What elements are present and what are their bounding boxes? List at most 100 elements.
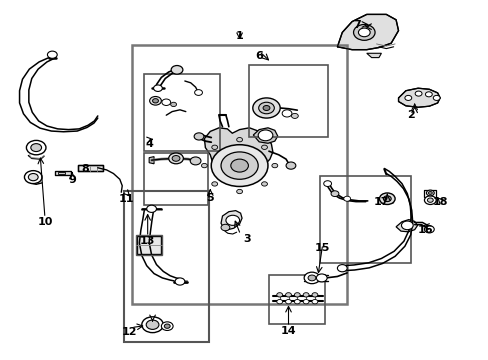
Circle shape xyxy=(337,265,346,272)
Circle shape xyxy=(47,51,57,58)
Bar xyxy=(268,275,325,324)
Text: 8: 8 xyxy=(81,164,89,174)
Circle shape xyxy=(303,300,308,304)
Circle shape xyxy=(153,85,162,91)
Bar xyxy=(320,176,410,263)
Text: 11: 11 xyxy=(118,194,134,204)
Circle shape xyxy=(285,162,295,169)
Circle shape xyxy=(282,110,291,117)
Circle shape xyxy=(424,196,435,204)
Circle shape xyxy=(162,99,170,105)
Bar xyxy=(123,191,209,342)
Polygon shape xyxy=(398,88,439,107)
Circle shape xyxy=(276,293,282,297)
Text: 4: 4 xyxy=(145,139,153,149)
Polygon shape xyxy=(221,211,242,230)
Circle shape xyxy=(221,224,229,231)
Text: 13: 13 xyxy=(140,236,155,246)
Circle shape xyxy=(425,92,431,97)
Bar xyxy=(144,153,207,205)
Circle shape xyxy=(424,226,433,233)
Circle shape xyxy=(427,198,432,202)
Circle shape xyxy=(427,192,431,194)
Circle shape xyxy=(353,24,374,40)
Bar xyxy=(144,74,220,151)
Circle shape xyxy=(26,140,46,155)
Circle shape xyxy=(426,190,433,196)
Circle shape xyxy=(161,322,173,330)
Circle shape xyxy=(379,193,394,204)
Circle shape xyxy=(190,157,201,165)
Circle shape xyxy=(303,293,308,297)
Text: 15: 15 xyxy=(314,243,330,253)
Polygon shape xyxy=(337,14,398,50)
Circle shape xyxy=(358,28,369,37)
Circle shape xyxy=(211,145,267,186)
Circle shape xyxy=(291,113,298,118)
Circle shape xyxy=(258,102,274,114)
Text: 18: 18 xyxy=(431,197,447,207)
Text: 10: 10 xyxy=(37,217,53,228)
Circle shape xyxy=(271,163,277,168)
Circle shape xyxy=(252,98,280,118)
Circle shape xyxy=(168,153,183,164)
Polygon shape xyxy=(58,172,64,174)
Circle shape xyxy=(142,317,163,333)
Circle shape xyxy=(164,324,170,328)
Circle shape xyxy=(175,278,184,285)
Polygon shape xyxy=(137,236,161,254)
Circle shape xyxy=(285,293,291,297)
Text: 12: 12 xyxy=(121,327,137,337)
Circle shape xyxy=(311,293,317,297)
Circle shape xyxy=(307,275,315,281)
Circle shape xyxy=(236,138,242,142)
Circle shape xyxy=(401,221,412,230)
Circle shape xyxy=(146,205,156,212)
Circle shape xyxy=(383,196,390,202)
Bar xyxy=(249,65,327,137)
Circle shape xyxy=(414,91,421,96)
Circle shape xyxy=(236,189,242,194)
Polygon shape xyxy=(395,220,417,232)
Polygon shape xyxy=(149,157,154,164)
Text: 7: 7 xyxy=(352,20,360,30)
Circle shape xyxy=(261,145,267,149)
Text: 3: 3 xyxy=(243,234,250,244)
Circle shape xyxy=(294,293,300,297)
Circle shape xyxy=(152,99,158,103)
Polygon shape xyxy=(55,171,71,175)
Circle shape xyxy=(285,300,291,304)
Circle shape xyxy=(211,182,217,186)
Circle shape xyxy=(263,105,269,111)
Polygon shape xyxy=(366,53,381,58)
Circle shape xyxy=(261,182,267,186)
Circle shape xyxy=(230,159,248,172)
Text: 16: 16 xyxy=(417,225,432,235)
Circle shape xyxy=(194,90,202,95)
Circle shape xyxy=(194,133,203,140)
Text: 17: 17 xyxy=(373,197,388,207)
Polygon shape xyxy=(253,128,277,143)
Polygon shape xyxy=(204,128,272,173)
Circle shape xyxy=(304,272,319,284)
Circle shape xyxy=(146,320,159,329)
Circle shape xyxy=(225,215,239,225)
Circle shape xyxy=(276,300,282,304)
Circle shape xyxy=(201,163,207,168)
Circle shape xyxy=(258,130,272,141)
Circle shape xyxy=(330,191,338,197)
Text: 6: 6 xyxy=(255,51,263,61)
Circle shape xyxy=(170,102,176,107)
Circle shape xyxy=(28,174,38,181)
Circle shape xyxy=(323,181,331,186)
Circle shape xyxy=(171,66,183,74)
Circle shape xyxy=(211,145,217,149)
Circle shape xyxy=(316,274,326,282)
Circle shape xyxy=(172,156,180,161)
Circle shape xyxy=(24,171,42,184)
Text: 9: 9 xyxy=(68,175,76,185)
Circle shape xyxy=(311,300,317,304)
Circle shape xyxy=(432,95,439,100)
Circle shape xyxy=(31,144,41,152)
Bar xyxy=(136,235,162,255)
